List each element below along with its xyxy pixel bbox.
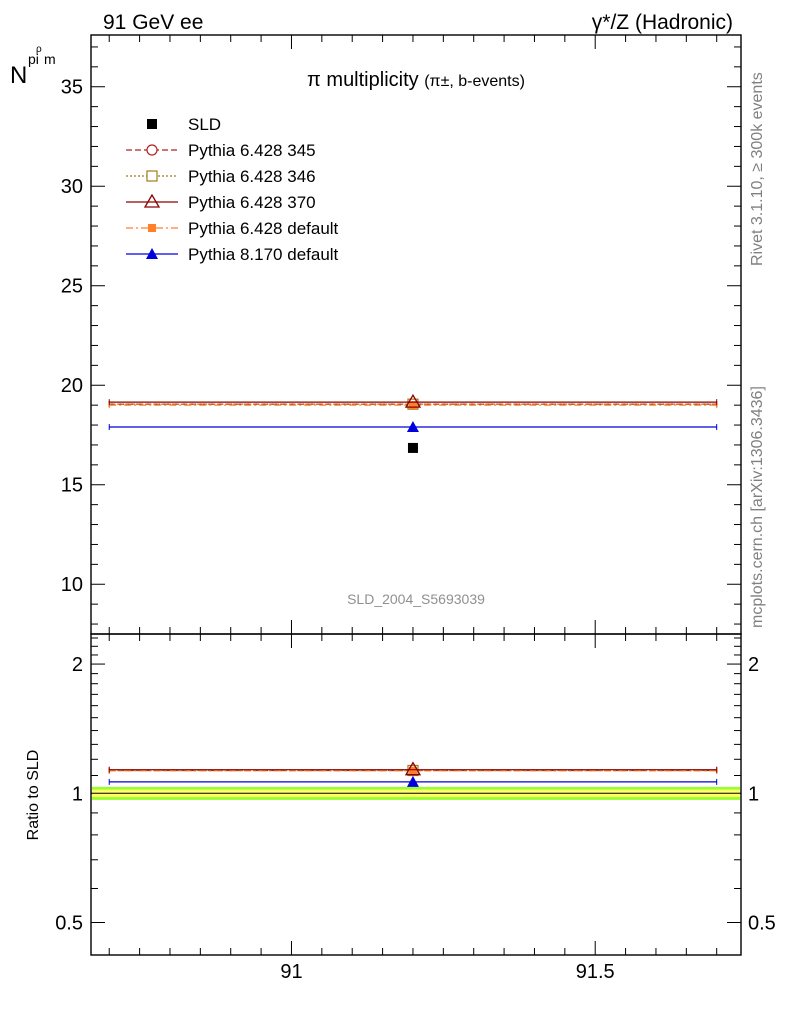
legend-entry: Pythia 6.428 370 — [126, 193, 316, 212]
ratio-panel: Ratio to SLD 91 91.5 0.5 0.5 1 1 2 2 — [25, 633, 776, 983]
y-tick-label: 20 — [61, 375, 83, 397]
legend-entry: Pythia 6.428 default — [126, 219, 339, 238]
legend-marker — [146, 170, 158, 182]
y-tick-label: 15 — [61, 475, 83, 497]
ratio-frame — [90, 633, 742, 956]
ratio-y-tick-label: 0.5 — [55, 912, 83, 934]
chart-title-sub: (π±, b-events) — [424, 73, 525, 90]
legend-label: Pythia 6.428 370 — [188, 193, 316, 212]
data-point-p370 — [404, 393, 422, 408]
legend-entry: Pythia 8.170 default — [126, 245, 339, 264]
y-axis-title-sup: ρ — [36, 44, 42, 55]
y-tick-label: 35 — [61, 77, 83, 99]
mcplots-note: mcplots.cern.ch [arXiv:1306.3436] — [749, 386, 766, 628]
legend-label: SLD — [188, 115, 221, 134]
legend-marker — [148, 224, 156, 232]
legend-marker — [146, 248, 158, 259]
legend-entry: Pythia 6.428 345 — [126, 141, 316, 160]
legend-marker — [146, 144, 158, 156]
legend-label: Pythia 8.170 default — [188, 245, 339, 264]
header-right: γ*/Z (Hadronic) — [592, 11, 733, 34]
legend-entry: Pythia 6.428 346 — [126, 167, 316, 186]
legend-label: Pythia 6.428 346 — [188, 167, 316, 186]
legend-label: Pythia 6.428 345 — [188, 141, 316, 160]
ratio-point-p6def — [408, 766, 417, 775]
y-axis-title-main: N — [10, 62, 27, 89]
legend-entry: SLD — [147, 115, 221, 134]
y-tick-label: 10 — [61, 574, 83, 596]
chart-title-main: π multiplicity — [307, 69, 419, 91]
data-point-p8def — [406, 421, 419, 433]
ratio-y-tick-label-right: 1 — [748, 783, 759, 805]
ratio-y-tick-label-right: 0.5 — [748, 912, 776, 934]
header-left: 91 GeV ee — [103, 11, 203, 34]
main-panel: π multiplicity (π±, b-events) SLD_2004_S… — [61, 34, 742, 635]
ratio-point-p8def — [406, 775, 419, 787]
rivet-note: Rivet 3.1.10, ≥ 300k events — [749, 72, 766, 266]
ratio-y-tick-label: 2 — [72, 654, 83, 676]
chart-title: π multiplicity (π±, b-events) — [307, 69, 525, 91]
data-point-sld — [407, 442, 418, 453]
ratio-point-p370 — [404, 761, 422, 776]
y-axis-title-sub: pi — [28, 51, 39, 67]
analysis-id: SLD_2004_S5693039 — [347, 591, 485, 607]
y-tick-label: 30 — [61, 176, 83, 198]
legend-label: Pythia 6.428 default — [188, 219, 339, 238]
x-tick-label: 91 — [280, 961, 302, 983]
y-tick-label: 25 — [61, 276, 83, 298]
y-axis-title-tail: m — [44, 51, 56, 67]
data-point-p6def — [408, 401, 417, 410]
ratio-y-label: Ratio to SLD — [25, 750, 42, 841]
legend-marker — [143, 193, 161, 208]
y-axis-title: N pi ρ m — [10, 44, 56, 89]
legend-marker — [147, 119, 157, 129]
legend: SLD Pythia 6.428 345 Pythia 6.428 346 Pythi… — [126, 115, 339, 264]
ratio-y-tick-label-right: 2 — [748, 654, 759, 676]
x-tick-label: 91.5 — [576, 961, 615, 983]
ratio-y-tick-label: 1 — [72, 783, 83, 805]
